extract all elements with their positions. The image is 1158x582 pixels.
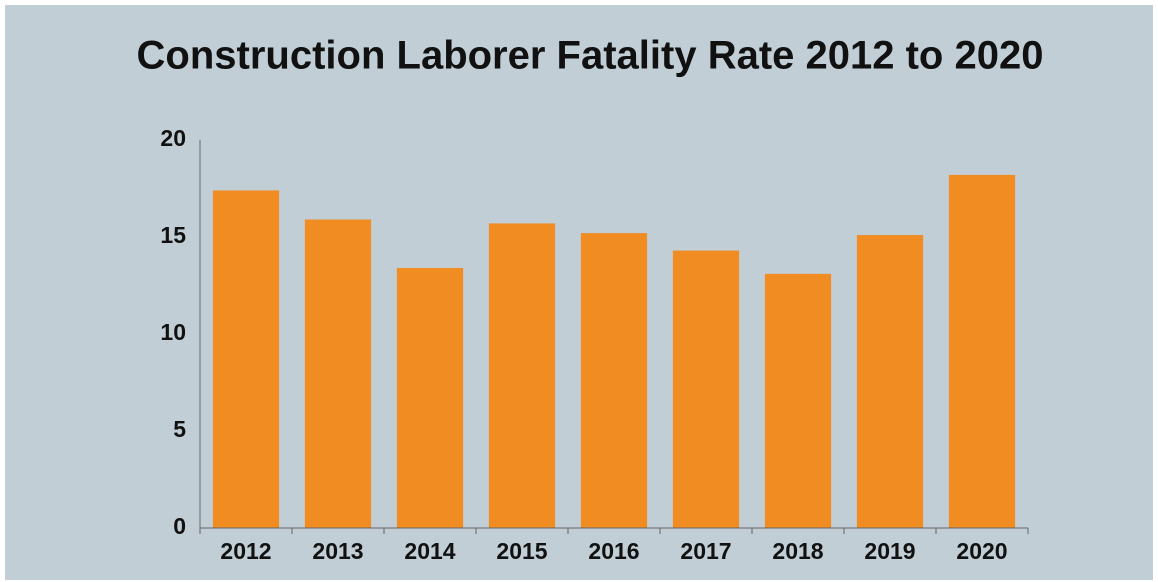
x-tick-label: 2015 (496, 538, 547, 564)
bar (764, 273, 832, 528)
x-tick-label: 2018 (772, 538, 823, 564)
x-tick-label: 2016 (588, 538, 639, 564)
chart-title: Construction Laborer Fatality Rate 2012 … (137, 34, 1044, 78)
bar (580, 233, 648, 528)
bar (948, 174, 1016, 529)
bar (396, 268, 464, 528)
y-tick-label: 10 (160, 319, 186, 345)
bar (488, 223, 556, 529)
y-tick-label: 0 (173, 513, 186, 539)
y-tick-label: 5 (173, 416, 186, 442)
y-tick-label: 15 (160, 222, 186, 248)
x-tick-label: 2017 (680, 538, 731, 564)
bar (856, 235, 924, 528)
bar (672, 250, 740, 528)
x-tick-label: 2020 (956, 538, 1007, 564)
y-tick-label: 20 (160, 125, 186, 151)
x-tick-label: 2019 (864, 538, 915, 564)
bar (212, 190, 280, 528)
x-tick-label: 2013 (312, 538, 363, 564)
bar (304, 219, 372, 529)
x-tick-label: 2012 (220, 538, 271, 564)
x-tick-label: 2014 (404, 538, 455, 564)
